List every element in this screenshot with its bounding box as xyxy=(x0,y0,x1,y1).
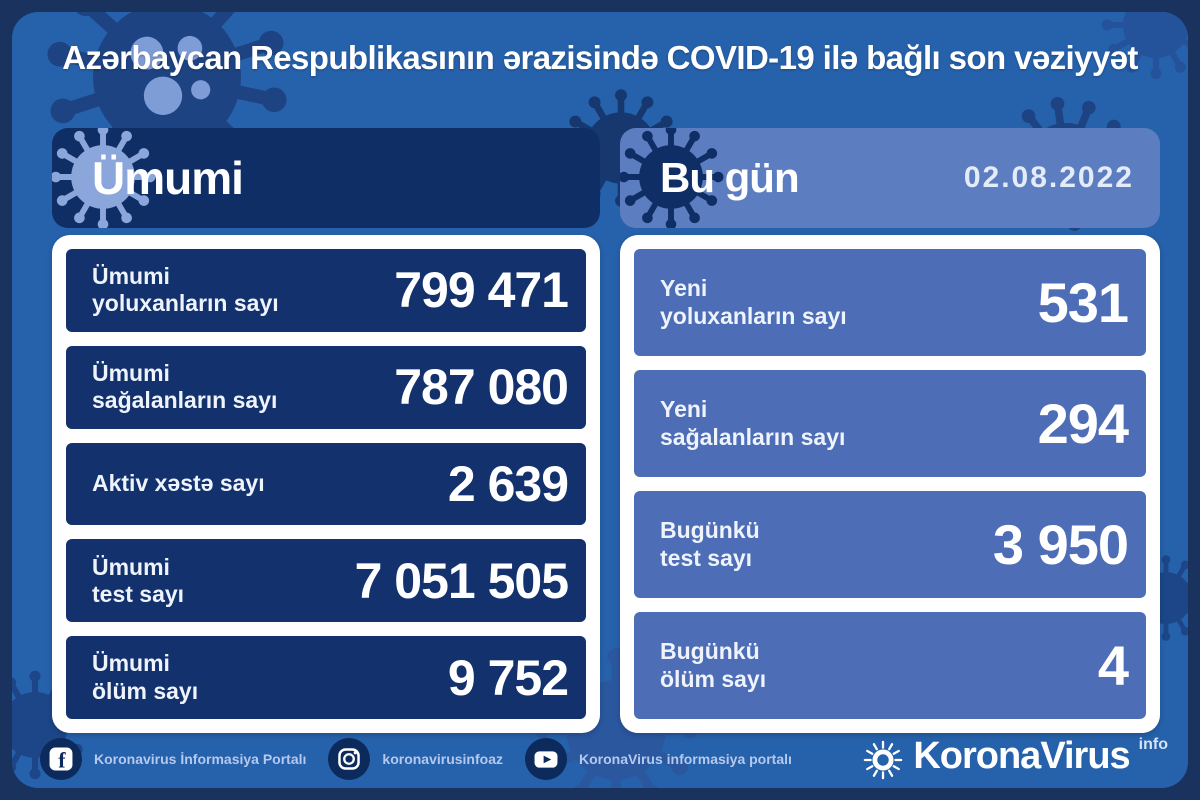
stat-row-active-cases: Aktiv xəstə sayı 2 639 xyxy=(66,442,586,526)
stat-value: 799 471 xyxy=(394,262,569,319)
stat-label: Yeni sağalanların sayı xyxy=(660,396,845,450)
social-instagram[interactable]: koronavirusinfoaz xyxy=(328,738,503,780)
stat-label: Ümumi sağalanların sayı xyxy=(92,360,277,414)
social-youtube[interactable]: KoronaVirus informasiya portalı xyxy=(525,738,792,780)
stat-label-line: sağalanların sayı xyxy=(660,423,846,450)
stat-label-line: Bugünkü xyxy=(660,517,760,544)
stat-label: Ümumi ölüm sayı xyxy=(92,650,198,704)
koronavirus-info-logo: KoronaVirus info xyxy=(862,737,1168,781)
stat-value: 2 639 xyxy=(447,455,569,512)
stat-label: Ümumi test sayı xyxy=(92,554,184,608)
stat-row-total-deaths: Ümumi ölüm sayı 9 752 xyxy=(66,636,586,719)
totals-column: Ümumi Ümumi yoluxanların sayı 799 471 Üm… xyxy=(52,128,600,733)
stat-label-line: sağalanların sayı xyxy=(92,387,278,414)
footer: f Koronavirus İnformasiya Portalı korona… xyxy=(40,734,1168,784)
stat-label-line: yoluxanların sayı xyxy=(92,290,279,317)
social-facebook[interactable]: f Koronavirus İnformasiya Portalı xyxy=(40,738,306,780)
stat-value: 9 752 xyxy=(447,649,569,706)
stat-row-total-tests: Ümumi test sayı 7 051 505 xyxy=(66,539,586,623)
facebook-label: Koronavirus İnformasiya Portalı xyxy=(94,751,307,767)
stat-row-total-recovered: Ümumi sağalanların sayı 787 080 xyxy=(66,345,586,429)
instagram-label: koronavirusinfoaz xyxy=(382,751,503,767)
infographic-canvas: Azərbaycan Respublikasının ərazisində CO… xyxy=(12,12,1188,788)
logo-text: KoronaVirus xyxy=(913,735,1130,777)
stat-label-line: Ümumi xyxy=(92,650,170,677)
stat-label-line: test sayı xyxy=(92,580,185,607)
stat-label-line: Bugünkü xyxy=(660,638,760,665)
stat-row-today-deaths: Bugünkü ölüm sayı 4 xyxy=(634,612,1146,719)
logo-superscript: info xyxy=(1138,736,1168,753)
stat-label: Bugünkü ölüm sayı xyxy=(660,638,766,692)
stat-label-line: yoluxanların sayı xyxy=(660,302,847,329)
stat-label-line: Yeni xyxy=(660,396,708,423)
totals-panel: Ümumi yoluxanların sayı 799 471 Ümumi sa… xyxy=(52,235,600,733)
stat-row-new-infections: Yeni yoluxanların sayı 531 xyxy=(634,249,1146,356)
stat-value: 294 xyxy=(1037,392,1129,455)
stat-label-line: Ümumi xyxy=(92,553,170,580)
stat-row-today-tests: Bugünkü test sayı 3 950 xyxy=(634,491,1146,598)
stat-value: 7 051 505 xyxy=(354,552,569,609)
stat-label: Yeni yoluxanların sayı xyxy=(660,275,847,329)
stat-label: Bugünkü test sayı xyxy=(660,517,760,571)
stat-label-line: ölüm sayı xyxy=(660,665,767,692)
youtube-label: KoronaVirus informasiya portalı xyxy=(579,751,792,767)
stat-value: 531 xyxy=(1037,271,1129,334)
today-panel: Yeni yoluxanların sayı 531 Yeni sağalanl… xyxy=(620,235,1160,733)
stat-value: 787 080 xyxy=(394,359,569,416)
youtube-icon xyxy=(525,738,567,780)
stat-label-line: Ümumi xyxy=(92,360,170,387)
stat-label: Ümumi yoluxanların sayı xyxy=(92,263,279,317)
stat-value: 4 xyxy=(1097,634,1129,697)
today-header: Bu gün 02.08.2022 xyxy=(620,128,1160,228)
stat-label-line: Yeni xyxy=(660,275,708,302)
instagram-icon xyxy=(328,738,371,780)
virus-logo-icon xyxy=(864,740,903,780)
stat-label-line: Aktiv xəstə sayı xyxy=(92,470,265,497)
totals-header-label: Ümumi xyxy=(92,152,244,204)
stat-label-line: test sayı xyxy=(660,544,753,571)
today-column: Bu gün 02.08.2022 Yeni yoluxanların sayı… xyxy=(620,128,1160,733)
stat-label-line: ölüm sayı xyxy=(92,677,199,704)
stat-row-total-infections: Ümumi yoluxanların sayı 799 471 xyxy=(66,249,586,332)
svg-text:f: f xyxy=(58,748,66,773)
page-title: Azərbaycan Respublikasının ərazisində CO… xyxy=(62,39,1138,76)
stat-value: 3 950 xyxy=(992,513,1129,576)
facebook-icon: f xyxy=(40,738,82,780)
today-header-label: Bu gün xyxy=(660,154,800,201)
stat-label-line: Ümumi xyxy=(92,263,170,290)
report-date: 02.08.2022 xyxy=(963,161,1134,194)
stat-row-new-recovered: Yeni sağalanların sayı 294 xyxy=(634,370,1146,477)
totals-header: Ümumi xyxy=(52,128,600,228)
stat-label: Aktiv xəstə sayı xyxy=(92,470,265,497)
